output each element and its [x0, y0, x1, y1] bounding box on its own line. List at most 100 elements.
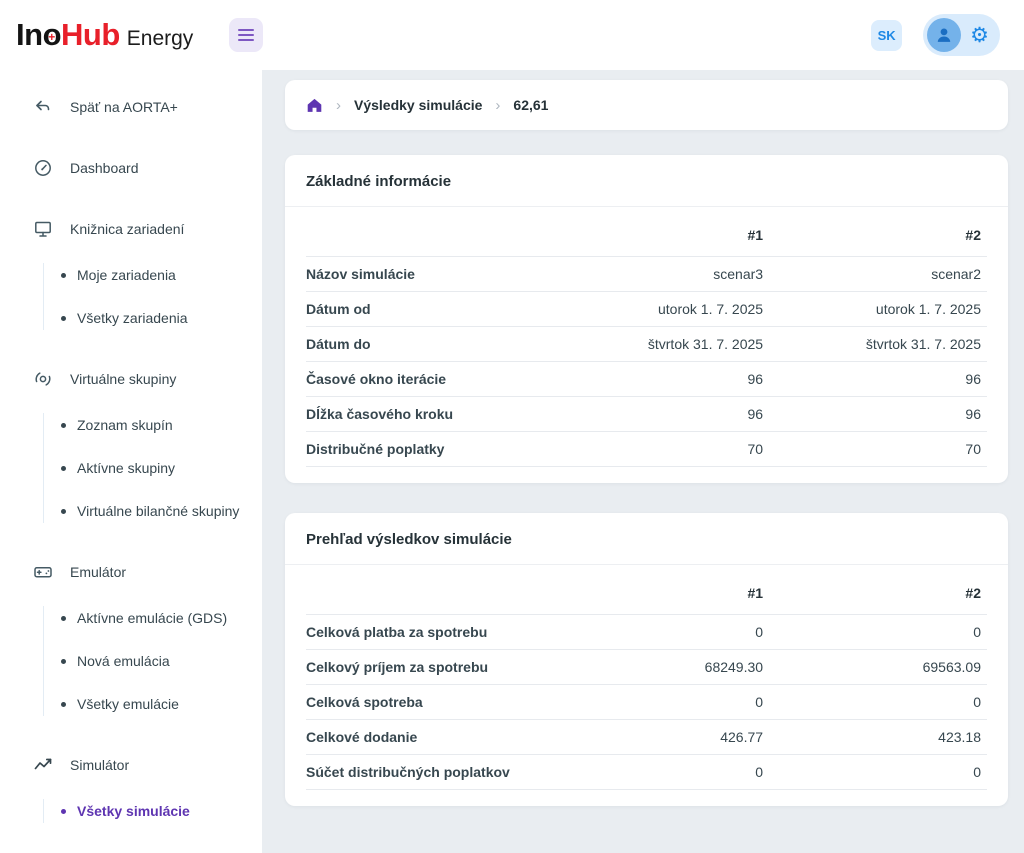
row-label: Celkový príjem za spotrebu [306, 649, 552, 685]
sidebar-item-label: Všetky zariadenia [77, 310, 188, 326]
header-col1: #1 [551, 569, 770, 615]
table-row: Časové okno iterácie 96 96 [306, 361, 987, 397]
bullet-icon [61, 808, 66, 814]
sidebar-sublist-simulator: Všetky simulácie [43, 799, 262, 823]
sidebar-item-label: Všetky simulácie [77, 803, 190, 819]
row-label: Distribučné poplatky [306, 431, 552, 467]
bullet-icon [61, 272, 66, 278]
monitor-icon [35, 221, 51, 237]
sidebar-item-label: Knižnica zariadení [70, 221, 185, 237]
sidebar-item-label: Simulátor [70, 757, 130, 773]
breadcrumb-current: 62,61 [513, 97, 549, 113]
sidebar-item-aktivne-skupiny[interactable]: Aktívne skupiny [44, 456, 262, 480]
table-row: Dátum od utorok 1. 7. 2025 utorok 1. 7. … [306, 291, 987, 327]
header-empty [306, 569, 552, 615]
sidebar-item-label: Nová emulácia [77, 653, 170, 669]
user-menu: ⚙ [923, 14, 1000, 56]
sidebar-item-kniznica-zariadeni[interactable]: Knižnica zariadení [0, 217, 262, 241]
table-row: Celková spotreba 0 0 [306, 684, 987, 720]
sidebar-item-label: Zoznam skupín [77, 417, 173, 433]
bullet-icon [61, 422, 66, 428]
sidebar-item-label: Dashboard [70, 160, 139, 176]
sidebar-item-simulator[interactable]: Simulátor [0, 753, 262, 777]
table-row: Názov simulácie scenar3 scenar2 [306, 256, 987, 292]
sidebar-item-label: Späť na AORTA+ [70, 99, 178, 115]
row-label: Celková platba za spotrebu [306, 614, 552, 650]
top-header: In o + Hub Energy SK ⚙ [0, 0, 1024, 70]
hamburger-icon [238, 29, 255, 31]
table-header-row: #1 #2 [306, 211, 987, 257]
row-value-1: utorok 1. 7. 2025 [551, 291, 770, 327]
sidebar-item-emulator[interactable]: Emulátor [0, 560, 262, 584]
bullet-icon [61, 658, 66, 664]
table-row: Dátum do štvrtok 31. 7. 2025 štvrtok 31.… [306, 326, 987, 362]
gamepad-icon [34, 567, 52, 578]
sidebar-item-virtualne-bilancne-skupiny[interactable]: Virtuálne bilančné skupiny [44, 499, 262, 523]
table-row: Dĺžka časového kroku 96 96 [306, 396, 987, 432]
sidebar-item-aktivne-emulacie-gds[interactable]: Aktívne emulácie (GDS) [44, 606, 262, 630]
orbit-group-icon [35, 372, 51, 386]
row-value-2: 96 [769, 361, 987, 397]
sidebar-item-moje-zariadenia[interactable]: Moje zariadenia [44, 263, 262, 287]
row-value-2: scenar2 [769, 256, 987, 292]
breadcrumb-separator: › [495, 96, 501, 114]
logo-text-energy: Energy [126, 27, 194, 50]
logo-text-o: o + [42, 17, 62, 52]
row-value-1: 0 [551, 754, 770, 790]
sidebar-item-label: Moje zariadenia [77, 267, 176, 283]
user-avatar[interactable] [927, 18, 962, 52]
settings-gear-icon[interactable]: ⚙ [970, 23, 989, 47]
bullet-icon [61, 315, 66, 321]
table-row: Súčet distribučných poplatkov 0 0 [306, 754, 987, 790]
row-label: Celková spotreba [306, 684, 552, 720]
table-row: Celkové dodanie 426.77 423.18 [306, 719, 987, 755]
row-value-2: 70 [769, 431, 987, 467]
row-value-1: 426.77 [551, 719, 770, 755]
logo-text-in: In [16, 17, 43, 52]
header-empty [306, 211, 552, 257]
table-row: Celková platba za spotrebu 0 0 [306, 614, 987, 650]
sidebar-item-dashboard[interactable]: Dashboard [0, 156, 262, 180]
home-icon[interactable] [306, 97, 323, 114]
row-value-1: 96 [551, 361, 770, 397]
sidebar-item-back-to-aorta[interactable]: Späť na AORTA+ [0, 95, 262, 119]
sidebar-item-zoznam-skupin[interactable]: Zoznam skupín [44, 413, 262, 437]
logo-text-hub: Hub [61, 17, 120, 52]
sidebar-item-label: Aktívne emulácie (GDS) [77, 610, 228, 626]
line-chart-icon [34, 758, 52, 770]
sidebar-sublist-virtualne-skupiny: Zoznam skupín Aktívne skupiny Virtuálne … [43, 413, 262, 523]
header-col2: #2 [769, 211, 987, 257]
breadcrumb-link-vysledky[interactable]: Výsledky simulácie [354, 97, 483, 113]
return-arrow-icon [36, 100, 50, 111]
sidebar-item-nova-emulacia[interactable]: Nová emulácia [44, 649, 262, 673]
table-header-row: #1 #2 [306, 569, 987, 615]
app-logo[interactable]: In o + Hub Energy [16, 17, 193, 53]
sidebar-item-virtualne-skupiny[interactable]: Virtuálne skupiny [0, 367, 262, 391]
row-value-1: 70 [551, 431, 770, 467]
row-value-2: 0 [769, 754, 987, 790]
row-value-1: 96 [551, 396, 770, 432]
row-label: Dátum do [306, 326, 552, 362]
header-col2: #2 [769, 569, 987, 615]
row-value-2: štvrtok 31. 7. 2025 [769, 326, 987, 362]
row-value-2: utorok 1. 7. 2025 [769, 291, 987, 327]
bullet-icon [61, 508, 66, 514]
language-selector[interactable]: SK [871, 19, 903, 51]
sidebar-item-vsetky-emulacie[interactable]: Všetky emulácie [44, 692, 262, 716]
bullet-icon [61, 465, 66, 471]
row-label: Dátum od [306, 291, 552, 327]
person-icon [937, 28, 951, 42]
row-value-2: 96 [769, 396, 987, 432]
sidebar-item-label: Všetky emulácie [77, 696, 179, 712]
sidebar-item-vsetky-zariadenia[interactable]: Všetky zariadenia [44, 306, 262, 330]
sidebar-item-label: Aktívne skupiny [77, 460, 176, 476]
row-label: Súčet distribučných poplatkov [306, 754, 552, 790]
sidebar-item-vsetky-simulacie[interactable]: Všetky simulácie [44, 799, 262, 823]
results-card: Prehľad výsledkov simulácie #1 #2 Celkov… [285, 513, 1008, 806]
sidebar-sublist-kniznica: Moje zariadenia Všetky zariadenia [43, 263, 262, 330]
row-value-1: 0 [551, 614, 770, 650]
results-table: #1 #2 Celková platba za spotrebu 0 0 Cel… [306, 569, 987, 790]
breadcrumb-separator: › [336, 96, 341, 114]
sidebar-toggle-button[interactable] [229, 18, 264, 52]
